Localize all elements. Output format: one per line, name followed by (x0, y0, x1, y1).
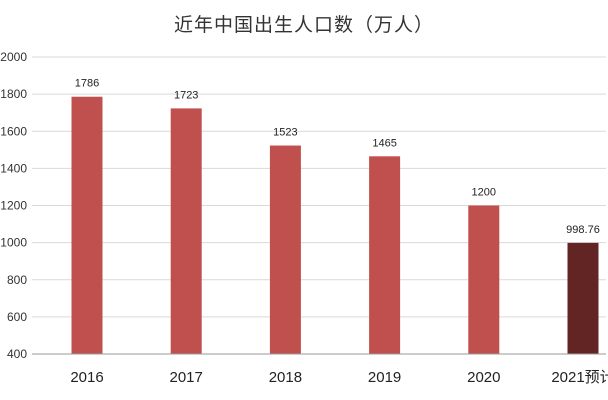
data-labels: 1786 1723 1523 1465 1200 998.76 (75, 78, 600, 236)
bar (170, 108, 202, 354)
y-tick-label: 400 (7, 347, 27, 361)
y-tick-label: 2000 (0, 50, 27, 64)
x-tick-label: 2017 (170, 369, 203, 386)
data-label: 1523 (273, 127, 297, 139)
data-label: 998.76 (566, 224, 600, 236)
y-tick-label: 600 (7, 310, 27, 324)
bar (269, 145, 301, 354)
x-tick-label: 2020 (467, 369, 500, 386)
gridlines (32, 56, 606, 318)
bars (71, 96, 599, 354)
x-axis: 2016 2017 2018 2019 2020 2021预计 (32, 353, 608, 386)
data-label: 1786 (75, 78, 99, 90)
bar (468, 205, 500, 354)
x-tick-label: 2019 (368, 369, 401, 386)
y-tick-label: 1000 (0, 236, 27, 250)
bar (567, 242, 599, 354)
data-label: 1465 (372, 137, 396, 149)
y-tick-label: 1200 (0, 199, 27, 213)
data-label: 1723 (174, 89, 198, 101)
bar (71, 96, 103, 354)
x-tick-label: 2018 (269, 369, 302, 386)
y-tick-label: 1600 (0, 124, 27, 138)
bar (369, 156, 401, 354)
chart-title: 近年中国出生人口数（万人） (173, 14, 434, 36)
y-tick-label: 1400 (0, 161, 27, 175)
y-tick-label: 1800 (0, 87, 27, 101)
x-tick-label: 2021预计 (551, 369, 608, 386)
x-tick-label: 2016 (70, 369, 103, 386)
y-tick-label: 800 (7, 273, 27, 287)
data-label: 1200 (472, 187, 496, 199)
y-axis: 400 600 800 1000 1200 1400 1600 1800 2000 (0, 50, 27, 361)
